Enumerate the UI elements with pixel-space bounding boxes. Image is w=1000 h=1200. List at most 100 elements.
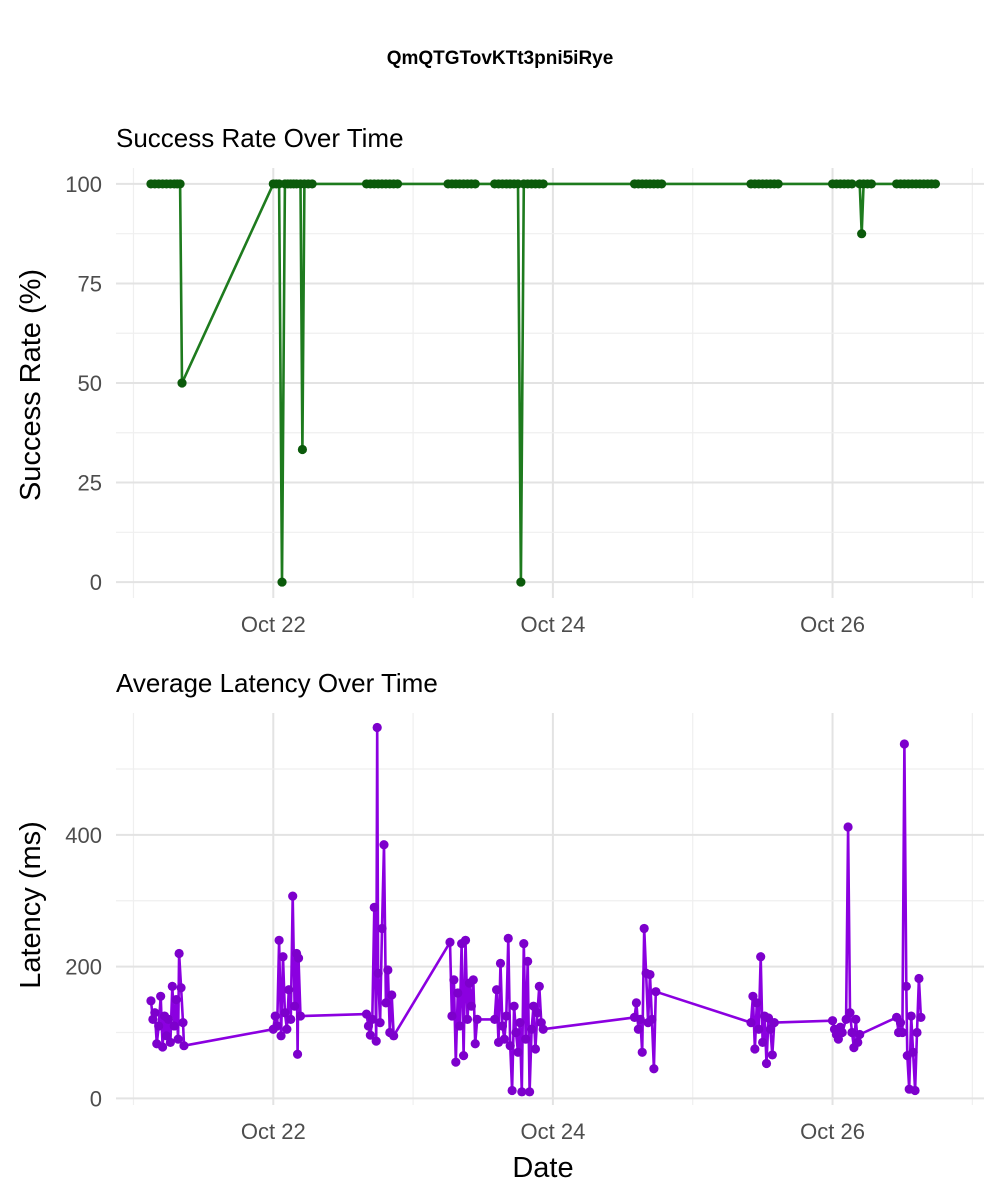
- success-rate-point: [516, 577, 526, 587]
- success-rate-point: [177, 378, 187, 388]
- latency-point: [179, 1041, 189, 1051]
- latency-point: [280, 1008, 290, 1018]
- latency-point: [284, 985, 294, 995]
- latency-point: [178, 1018, 188, 1028]
- success-rate-y-tick-label: 0: [90, 570, 102, 595]
- success-rate-y-tick-label: 50: [78, 371, 102, 396]
- latency-point: [916, 1012, 926, 1022]
- latency-point: [361, 1009, 372, 1019]
- success-rate-point: [866, 179, 876, 189]
- latency-point: [511, 1027, 521, 1038]
- success-rate-y-ticks: 0 25 50 75 100: [65, 172, 102, 595]
- latency-point: [517, 1087, 527, 1097]
- latency-point: [387, 990, 397, 1000]
- success-rate-point: [773, 179, 783, 189]
- success-rate-title: Success Rate Over Time: [116, 123, 404, 153]
- latency-point: [156, 991, 166, 1001]
- latency-point: [367, 1014, 377, 1024]
- latency-point: [375, 1018, 385, 1028]
- latency-point: [647, 1014, 657, 1024]
- latency-point: [853, 1037, 863, 1048]
- latency-point: [750, 1044, 760, 1054]
- latency-point: [752, 998, 762, 1008]
- latency-point: [460, 935, 471, 945]
- success-rate-point: [392, 179, 403, 189]
- success-rate-point: [277, 577, 287, 587]
- latency-point: [466, 1001, 476, 1011]
- latency-point: [897, 1027, 908, 1038]
- latency-point: [274, 935, 284, 945]
- success-rate-point: [297, 444, 308, 455]
- latency-point: [282, 1024, 292, 1034]
- latency-point: [369, 902, 379, 912]
- latency-y-ticks: 0 200 400: [65, 823, 102, 1112]
- latency-point: [176, 983, 186, 993]
- latency-point: [503, 933, 513, 943]
- latency-point: [371, 1036, 381, 1046]
- latency-point: [631, 998, 642, 1008]
- latency-x-tick-label: Oct 24: [521, 1119, 586, 1144]
- latency-point: [525, 1087, 535, 1097]
- latency-series-line: [149, 726, 923, 1094]
- latency-point: [293, 953, 304, 963]
- latency-point: [462, 1014, 473, 1024]
- latency-point: [174, 948, 184, 959]
- latency-y-tick-label: 400: [65, 823, 102, 848]
- latency-point: [906, 1011, 916, 1021]
- figure-title: QmQTGTovKTt3pni5iRye: [387, 48, 614, 69]
- latency-point: [365, 1030, 375, 1040]
- latency-point: [847, 1027, 857, 1038]
- latency-point: [645, 969, 655, 980]
- latency-point: [505, 1041, 515, 1051]
- latency-y-tick-label: 200: [65, 955, 102, 980]
- latency-point: [491, 985, 502, 995]
- latency-point: [288, 891, 298, 901]
- latency-point: [519, 938, 529, 949]
- latency-point: [150, 1008, 160, 1018]
- latency-point: [507, 1085, 517, 1096]
- latency-point: [373, 968, 383, 978]
- success-rate-ylabel: Success Rate (%): [15, 269, 47, 501]
- latency-point: [173, 1034, 183, 1044]
- success-rate-point: [857, 229, 867, 239]
- latency-point: [455, 1021, 465, 1031]
- latency-point: [449, 975, 459, 985]
- latency-point: [158, 1042, 168, 1052]
- latency-point: [377, 923, 387, 934]
- latency-point: [530, 1044, 541, 1054]
- latency-point: [639, 923, 649, 934]
- latency-point: [649, 1064, 659, 1074]
- success-rate-y-tick-label: 75: [78, 271, 102, 296]
- latency-point: [534, 981, 544, 992]
- success-rate-series: [146, 179, 941, 587]
- success-rate-y-tick-label: 25: [78, 471, 102, 496]
- latency-point: [490, 1014, 500, 1024]
- success-rate-point: [847, 179, 857, 189]
- latency-ylabel: Latency (ms): [15, 821, 47, 989]
- latency-point: [292, 1049, 303, 1059]
- latency-point: [538, 1024, 548, 1034]
- latency-point: [272, 1021, 282, 1031]
- latency-point: [513, 1047, 523, 1057]
- success-rate-point: [538, 179, 548, 189]
- latency-point: [526, 1024, 537, 1034]
- success-rate-x-tick-label: Oct 26: [800, 612, 865, 637]
- latency-point: [290, 1001, 300, 1011]
- latency-point: [278, 952, 288, 962]
- latency-point: [499, 1034, 509, 1044]
- latency-point: [635, 1014, 645, 1024]
- latency-point: [165, 1037, 175, 1048]
- success-rate-x-ticks: Oct 22 Oct 24 Oct 26: [241, 612, 865, 637]
- latency-title: Average Latency Over Time: [116, 668, 438, 698]
- latency-series: [146, 722, 926, 1097]
- latency-point: [468, 975, 478, 985]
- latency-point: [146, 996, 156, 1006]
- latency-point: [523, 956, 533, 966]
- latency-point: [769, 1018, 779, 1028]
- latency-point: [912, 1027, 922, 1038]
- latency-y-tick-label: 0: [90, 1086, 102, 1111]
- latency-point: [901, 981, 911, 992]
- success-rate-point: [175, 179, 185, 189]
